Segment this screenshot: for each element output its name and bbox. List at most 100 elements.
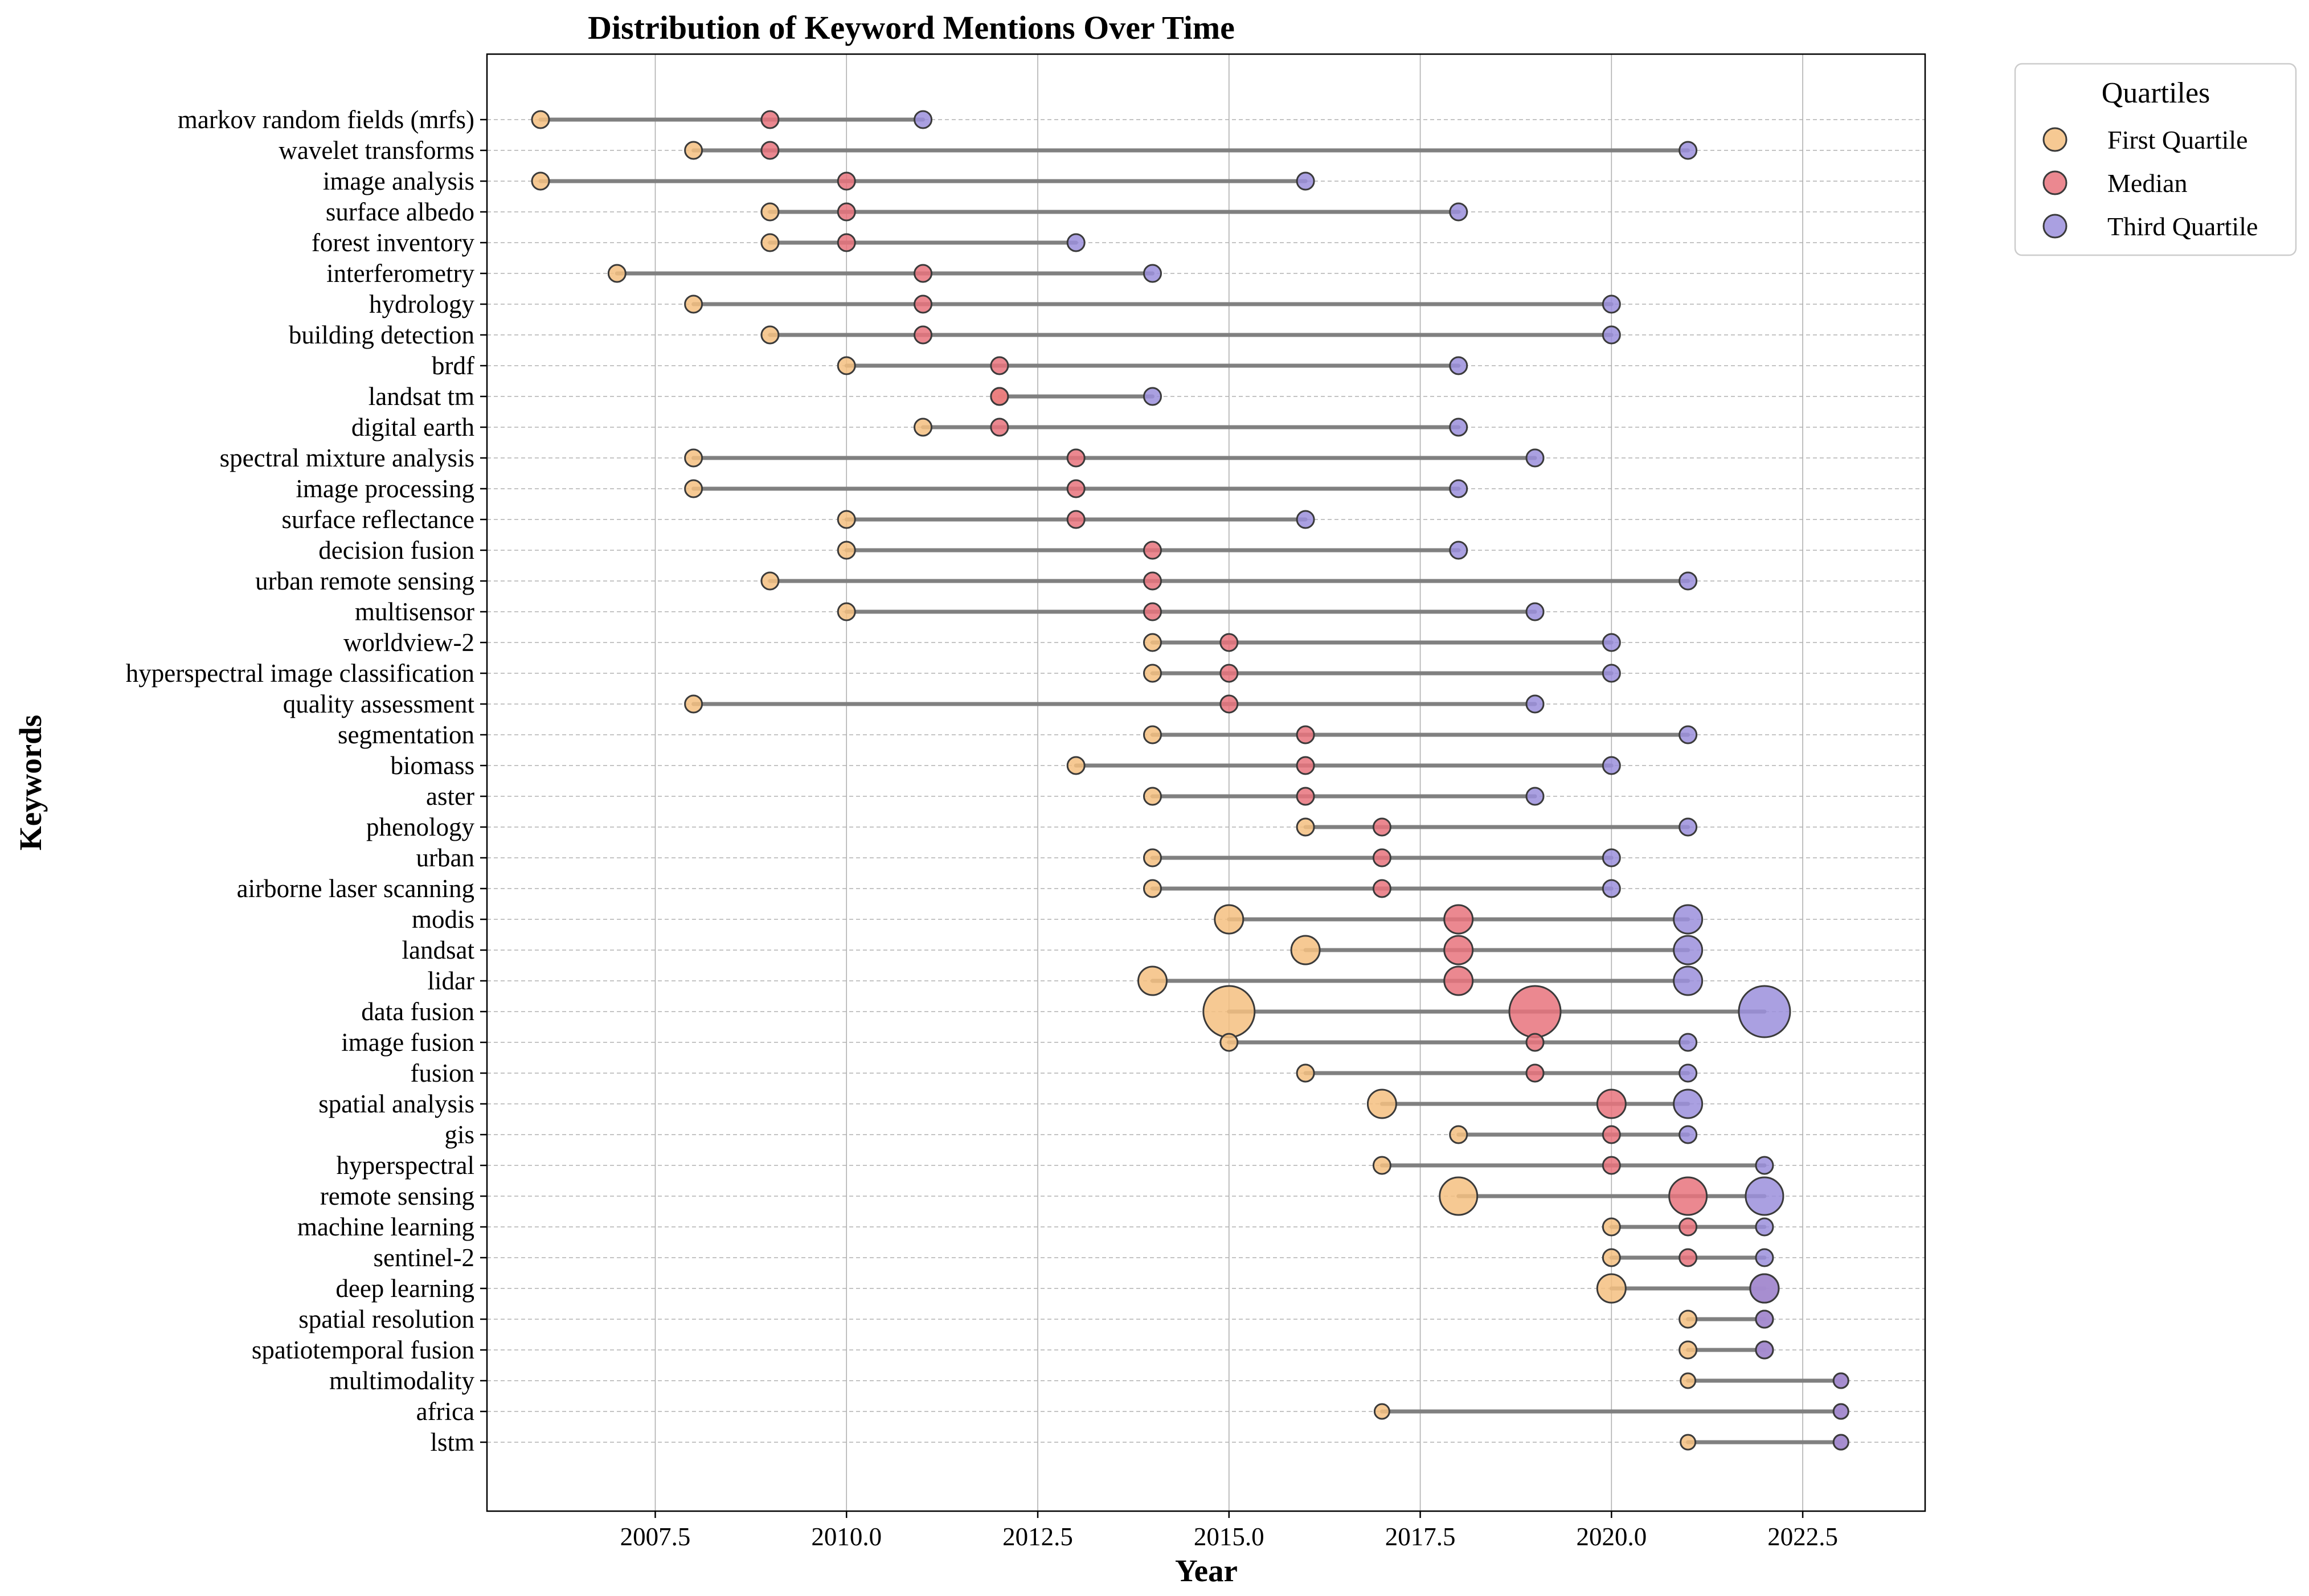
y-tick-label: hyperspectral [337, 1151, 474, 1180]
first-quartile-marker [1296, 817, 1315, 837]
median-marker [990, 418, 1009, 437]
first-quartile-marker [837, 356, 856, 375]
x-tick-label: 2017.5 [1385, 1523, 1456, 1551]
y-tick-label: landsat [402, 936, 475, 964]
first-quartile-marker [760, 233, 780, 252]
median-marker [1602, 1156, 1621, 1175]
first-quartile-marker [531, 171, 550, 191]
first-quartile-marker [837, 510, 856, 529]
legend-marker [2042, 214, 2068, 239]
first-quartile-marker [684, 479, 703, 498]
median-marker [1596, 1088, 1627, 1119]
y-tick-label: image processing [296, 474, 474, 503]
median-marker [1143, 541, 1162, 560]
y-tick-label: biomass [390, 751, 474, 780]
third-quartile-marker [1296, 510, 1315, 529]
third-quartile-marker [1832, 1403, 1849, 1420]
third-quartile-marker [1525, 602, 1545, 621]
y-tick-label: segmentation [338, 721, 474, 749]
median-marker [1668, 1176, 1708, 1216]
third-quartile-marker [1738, 985, 1791, 1038]
third-quartile-marker [1755, 1340, 1774, 1360]
y-tick-labels: markov random fields (mrfs)wavelet trans… [126, 105, 487, 1456]
median-marker [1443, 935, 1474, 965]
y-tick-label: multisensor [355, 598, 474, 626]
y-tick-label: worldview-2 [343, 628, 474, 657]
first-quartile-marker [1296, 1063, 1315, 1083]
y-tick-label: building detection [289, 321, 474, 349]
first-quartile-marker [684, 141, 703, 160]
y-tick-label: lstm [430, 1428, 474, 1456]
first-quartile-marker [837, 541, 856, 560]
median-marker [914, 294, 933, 314]
first-quartile-marker [760, 325, 780, 345]
first-quartile-marker [1596, 1273, 1627, 1304]
first-quartile-marker [760, 202, 780, 222]
median-marker [1296, 787, 1315, 806]
third-quartile-marker [1143, 264, 1162, 283]
third-quartile-marker [1832, 1372, 1849, 1389]
x-tick-label: 2020.0 [1576, 1523, 1647, 1551]
third-quartile-marker [1602, 294, 1621, 314]
third-quartile-marker [1066, 233, 1086, 252]
quartile-markers [531, 110, 1849, 1451]
third-quartile-marker [1678, 817, 1698, 837]
x-axis-title: Year [1175, 1553, 1238, 1588]
first-quartile-marker [1143, 633, 1162, 652]
median-marker [914, 325, 933, 345]
third-quartile-marker [1832, 1434, 1849, 1451]
third-quartile-marker [1749, 1273, 1780, 1304]
first-quartile-marker [1214, 904, 1244, 935]
median-marker [1143, 602, 1162, 621]
third-quartile-marker [1745, 1176, 1784, 1216]
third-quartile-marker [1755, 1248, 1774, 1267]
first-quartile-marker [914, 418, 933, 437]
median-marker [1525, 1033, 1545, 1052]
y-tick-label: wavelet transforms [279, 136, 474, 165]
median-marker [1602, 1125, 1621, 1144]
third-quartile-marker [1602, 756, 1621, 775]
median-marker [760, 110, 780, 129]
y-tick-label: sentinel-2 [374, 1243, 474, 1272]
median-marker [837, 171, 856, 191]
first-quartile-marker [1143, 848, 1162, 867]
first-quartile-marker [760, 571, 780, 591]
first-quartile-marker [684, 694, 703, 714]
y-tick-label: remote sensing [320, 1182, 474, 1210]
third-quartile-marker [1525, 694, 1545, 714]
x-tick-label: 2012.5 [1002, 1523, 1073, 1551]
legend: Quartiles First Quartile Median Third Quar… [2014, 63, 2297, 256]
third-quartile-marker [1755, 1156, 1774, 1175]
y-tick-label: digital earth [351, 413, 474, 441]
y-tick-label: gis [444, 1120, 474, 1149]
third-quartile-marker [1296, 171, 1315, 191]
third-quartile-marker [1602, 848, 1621, 867]
third-quartile-marker [1143, 387, 1162, 406]
median-marker [760, 141, 780, 160]
y-tick-label: spatial resolution [298, 1305, 474, 1333]
median-marker [837, 202, 856, 222]
x-tick-label: 2010.0 [811, 1523, 882, 1551]
y-tick-label: multimodality [329, 1366, 474, 1395]
legend-items: First Quartile Median Third Quartile [2042, 125, 2258, 241]
median-marker [1219, 633, 1239, 652]
median-marker [1296, 756, 1315, 775]
y-tick-label: forest inventory [312, 228, 475, 257]
first-quartile-marker [531, 110, 550, 129]
third-quartile-marker [1449, 541, 1468, 560]
legend-frame [2014, 63, 2297, 256]
first-quartile-marker [1143, 725, 1162, 744]
median-marker [1508, 985, 1562, 1038]
first-quartile-marker [1680, 1372, 1697, 1389]
median-marker [1066, 448, 1086, 468]
third-quartile-marker [914, 110, 933, 129]
plot-frame [486, 53, 1926, 1512]
first-quartile-marker [684, 448, 703, 468]
first-quartile-marker [1373, 1403, 1390, 1420]
y-tick-label: data fusion [361, 997, 474, 1026]
y-tick-label: markov random fields (mrfs) [178, 105, 474, 134]
third-quartile-marker [1755, 1309, 1774, 1329]
first-quartile-marker [837, 602, 856, 621]
y-tick-label: deep learning [335, 1274, 474, 1303]
median-marker [1525, 1063, 1545, 1083]
